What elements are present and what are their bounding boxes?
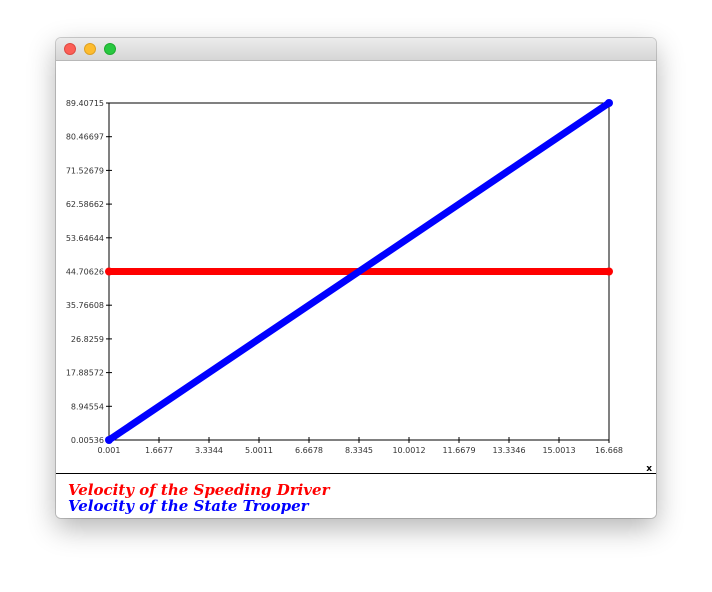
series-point-0 xyxy=(105,267,113,276)
app-window: 0.001 1.6677 3.3344 5.0011 6.6678 8.3345 10.00… xyxy=(56,38,656,518)
y-tick-label: 89.40715 xyxy=(66,99,104,108)
close-icon[interactable] xyxy=(64,43,76,55)
velocity-chart: 0.001 1.6677 3.3344 5.0011 6.6678 8.3345 10.00… xyxy=(56,99,656,474)
y-tick-label: 44.70626 xyxy=(66,268,104,277)
x-tick-label: 16.668 xyxy=(595,446,623,455)
legend-entry-speeding-driver: Velocity of the Speeding Driver xyxy=(68,481,330,499)
y-tick-label: 71.52679 xyxy=(66,166,104,175)
window-titlebar[interactable] xyxy=(56,38,656,61)
x-tick-label: 1.6677 xyxy=(145,446,173,455)
y-tick-label: 62.58662 xyxy=(66,200,104,209)
legend-entry-state-trooper: Velocity of the State Trooper xyxy=(68,497,309,515)
x-tick-label: 11.6679 xyxy=(442,446,475,455)
series-point-1 xyxy=(105,436,113,444)
x-tick-label: 6.6678 xyxy=(295,446,323,455)
x-tick-label: 5.0011 xyxy=(245,446,273,455)
y-tick-label: 35.76608 xyxy=(66,301,104,310)
x-tick-label: 8.3345 xyxy=(345,446,373,455)
y-tick-label: 53.64644 xyxy=(66,234,104,243)
minimize-icon[interactable] xyxy=(84,43,96,55)
series-point-1 xyxy=(605,99,613,107)
x-axis-label: x xyxy=(646,464,652,474)
x-tick-label: 0.001 xyxy=(98,446,121,455)
series-line-1 xyxy=(105,99,613,444)
y-tick-label: 80.46697 xyxy=(66,133,104,142)
y-tick-label: 8.94554 xyxy=(71,402,104,411)
y-tick-label: 0.00536 xyxy=(71,436,104,445)
x-tick-label: 13.3346 xyxy=(492,446,525,455)
series-point-0 xyxy=(605,267,613,276)
x-tick-label: 10.0012 xyxy=(392,446,425,455)
plot-panel: 0.001 1.6677 3.3344 5.0011 6.6678 8.3345 10.00… xyxy=(56,61,656,518)
x-tick-label: 3.3344 xyxy=(195,446,223,455)
y-tick-label: 26.8259 xyxy=(71,335,104,344)
x-tick-label: 15.0013 xyxy=(542,446,575,455)
y-tick-label: 17.88572 xyxy=(66,369,104,378)
chart-legend: Velocity of the Speeding Driver Velocity… xyxy=(68,482,648,514)
maximize-icon[interactable] xyxy=(104,43,116,55)
